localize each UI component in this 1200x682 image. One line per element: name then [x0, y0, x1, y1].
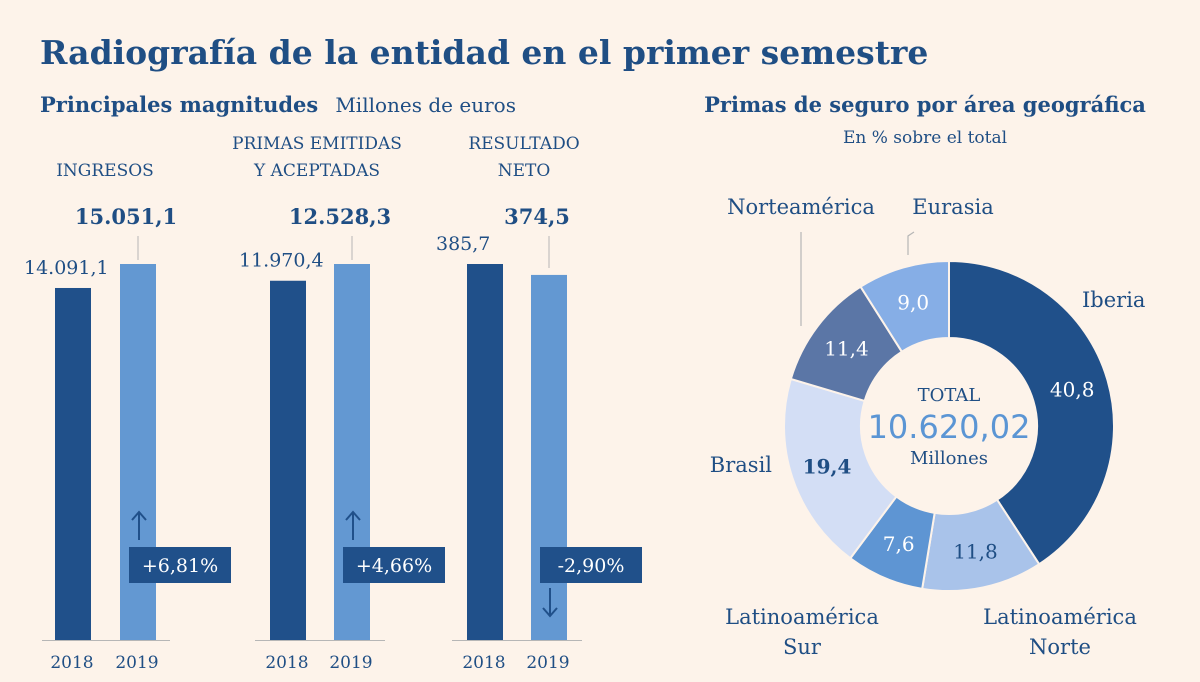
change-label: -2,90%	[558, 555, 625, 577]
change-label: +6,81%	[142, 555, 218, 577]
bar-2018	[270, 280, 306, 640]
change-badge	[540, 547, 642, 583]
change-badge	[343, 547, 445, 583]
region-label: Norteamérica	[727, 195, 875, 219]
leader-line	[907, 231, 915, 255]
region-label: Iberia	[1082, 288, 1145, 312]
donut-section-subtitle: En % sobre el total	[843, 128, 1007, 148]
arrow-down-icon	[542, 588, 558, 618]
year-label: 2019	[115, 653, 158, 673]
bar-2019	[531, 274, 567, 640]
bar-group-0: INGRESOS 14.091,1 15.051,1 2018 2019 +6,81%	[24, 161, 231, 673]
bar-section-unit: Millones de euros	[335, 93, 516, 117]
year-label: 2018	[265, 653, 308, 673]
region-label: Latinoamérica	[983, 605, 1137, 629]
year-label: 2018	[50, 653, 93, 673]
change-badge	[129, 547, 231, 583]
group-label: PRIMAS EMITIDAS	[232, 134, 402, 154]
bar-2018	[467, 264, 503, 640]
slice-value-label: 19,4	[803, 454, 852, 478]
donut-slice	[783, 377, 898, 560]
arrow-up-icon	[345, 510, 361, 540]
bar-group-2: RESULTADO NETO 385,7 374,5 2018 2019 -2,90%	[436, 134, 642, 673]
group-label: INGRESOS	[56, 161, 154, 181]
donut-slice	[948, 259, 1115, 566]
group-label: Y ACEPTADAS	[253, 161, 380, 181]
donut-slice	[859, 259, 950, 354]
donut-chart: 40,8 Iberia 11,8 Latinoamérica Norte 7,6 Latin…	[710, 195, 1146, 659]
group-label: NETO	[498, 161, 551, 181]
region-label: Norte	[1029, 635, 1091, 659]
bar-2018	[55, 287, 91, 640]
region-label: Brasil	[710, 453, 772, 477]
bar-charts: INGRESOS 14.091,1 15.051,1 2018 2019 +6,81% PR…	[24, 134, 642, 673]
bar-2019	[120, 264, 156, 640]
total-unit: Millones	[910, 448, 988, 469]
value-label-2019: 15.051,1	[75, 204, 177, 229]
slice-value-label: 40,8	[1050, 377, 1095, 401]
total-value: 10.620,02	[868, 408, 1031, 446]
value-label-2019: 374,5	[504, 204, 570, 229]
year-label: 2019	[329, 653, 372, 673]
region-label: Latinoamérica	[725, 605, 879, 629]
value-label-2018: 14.091,1	[24, 257, 109, 279]
slice-value-label: 11,4	[824, 337, 869, 361]
region-label: Eurasia	[912, 195, 993, 219]
value-label-2018: 11.970,4	[239, 250, 324, 272]
arrow-up-icon	[131, 510, 147, 540]
slice-value-label: 11,8	[953, 540, 998, 564]
region-label: Sur	[783, 635, 822, 659]
slice-value-label: 7,6	[883, 532, 915, 556]
page-title: Radiografía de la entidad en el primer s…	[40, 33, 928, 72]
value-label-2018: 385,7	[436, 233, 490, 255]
total-label: TOTAL	[918, 385, 981, 406]
value-label-2019: 12.528,3	[289, 204, 391, 229]
bar-group-1: PRIMAS EMITIDAS Y ACEPTADAS 11.970,4 12.528…	[232, 134, 445, 673]
year-label: 2018	[462, 653, 505, 673]
bar-section-title: Principales magnitudes	[40, 92, 318, 117]
change-label: +4,66%	[356, 555, 432, 577]
bar-section-heading: Principales magnitudes Millones de euros	[40, 92, 516, 117]
year-label: 2019	[526, 653, 569, 673]
donut-section-title: Primas de seguro por área geográfica	[704, 92, 1146, 117]
bar-2019	[334, 264, 370, 640]
slice-value-label: 9,0	[897, 291, 929, 315]
group-label: RESULTADO	[468, 134, 579, 154]
